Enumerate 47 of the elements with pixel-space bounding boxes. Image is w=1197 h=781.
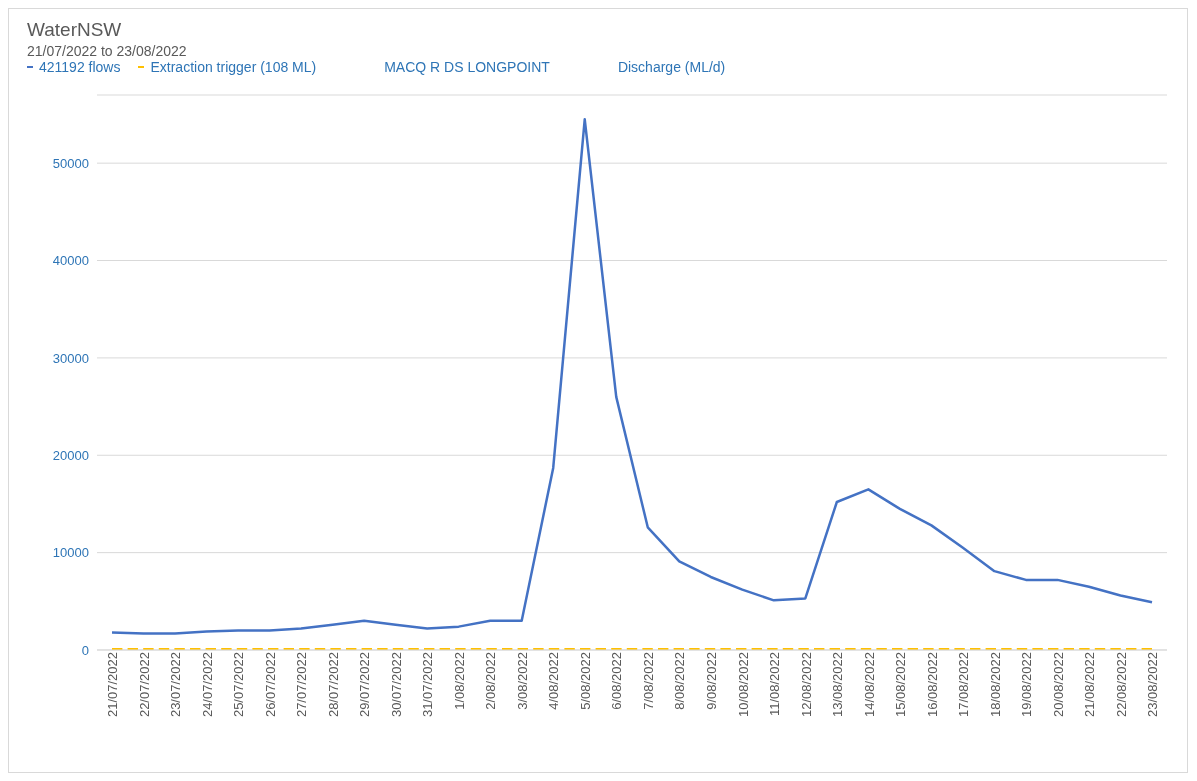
x-tick-label: 14/08/2022 [861,652,877,718]
x-tick-label: 1/08/2022 [451,652,467,710]
text: Discharge (ML/d) [617,59,726,75]
x-tick-label: 21/08/2022 [1082,652,1098,718]
chart-title: WaterNSW [27,19,123,41]
x-tick-label: 10/08/2022 [735,652,751,718]
line-series [110,118,1154,635]
x-tick-label: 6/08/2022 [609,652,625,710]
x-tick-label: 11/08/2022 [767,652,783,717]
legend-label: Extraction trigger (108 ML) [150,59,317,75]
x-tick-label: 9/08/2022 [704,652,720,710]
x-tick-label: 23/08/2022 [1145,652,1161,718]
chart-subtitle: 21/07/2022 to 23/08/2022 [27,43,188,59]
x-tick-label: 12/08/2022 [798,652,814,718]
x-tick-label: 20/08/2022 [1050,652,1066,718]
x-tick-label: 25/07/2022 [231,652,247,718]
x-tick-label: 5/08/2022 [577,652,593,710]
x-tick-label: 22/08/2022 [1113,652,1129,718]
x-tick-label: 28/07/2022 [325,652,341,718]
x-tick-label: 16/08/2022 [924,652,940,718]
x-tick-label: 31/07/2022 [420,652,436,718]
x-tick-label: 2/08/2022 [483,652,499,710]
y-tick-label: 10000 [52,545,89,561]
x-tick-label: 30/07/2022 [388,652,404,718]
x-tick-label: 24/07/2022 [199,652,215,718]
x-tick-label: 23/07/2022 [168,652,184,718]
y-tick-label: 30000 [52,350,89,366]
x-tick-label: 8/08/2022 [672,652,688,710]
x-tick-label: 29/07/2022 [357,652,373,718]
x-tick-label: 26/07/2022 [262,652,278,718]
x-tick-label: 3/08/2022 [514,652,530,710]
legend-label: 421192 flows [39,59,121,75]
x-tick-label: 13/08/2022 [830,652,846,718]
x-tick-label: 21/07/2022 [105,652,121,718]
text: MACQ R DS LONGPOINT [384,59,550,75]
x-tick-label: 4/08/2022 [546,652,562,710]
x-tick-label: 7/08/2022 [640,652,656,710]
y-tick-label: 40000 [52,253,89,269]
y-tick-label: 0 [81,642,89,658]
x-tick-label: 22/07/2022 [136,652,152,718]
y-tick-label: 50000 [52,155,89,171]
x-tick-label: 18/08/2022 [987,652,1003,718]
x-tick-label: 19/08/2022 [1019,652,1035,718]
y-tick-label: 20000 [52,447,89,463]
x-tick-label: 27/07/2022 [294,652,310,718]
x-tick-label: 15/08/2022 [893,652,909,718]
x-tick-label: 17/08/2022 [956,652,972,718]
